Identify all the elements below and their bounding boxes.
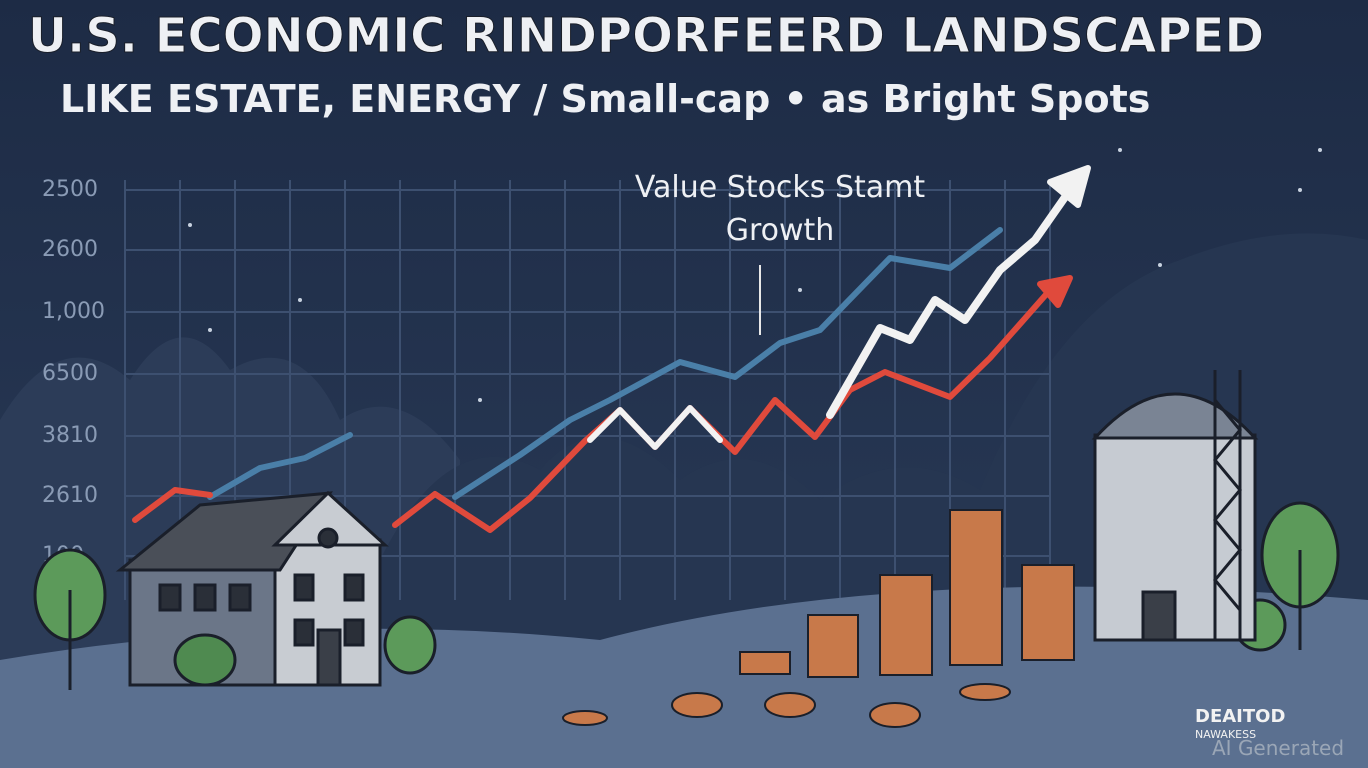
watermark-brand: DEAITOD (1195, 706, 1285, 727)
red-arrowhead (1037, 275, 1073, 308)
white-line (826, 186, 1074, 419)
silo (1091, 370, 1259, 642)
coins (562, 509, 1075, 728)
title: U.S. ECONOMIC RINDPORFEERD LANDSCAPED (28, 8, 1264, 64)
trees (33, 501, 1340, 690)
blue-line-left (207, 432, 353, 500)
axis-label: 2600 (42, 237, 98, 262)
axis-label: 6500 (42, 361, 98, 386)
red-line-left (132, 487, 213, 523)
watermark-brand: NAWAKESS (1195, 728, 1256, 741)
subtitle: LIKE ESTATE, ENERGY / Small-cap • as Bri… (60, 77, 1150, 121)
house (115, 490, 389, 687)
axis-label: 2610 (42, 483, 98, 508)
watermark-note: AI Generated (1212, 736, 1344, 760)
trend-lines (132, 165, 1091, 533)
axis-label: 1,000 (42, 299, 105, 324)
blue-line (452, 227, 1003, 500)
annotation-line: Growth (726, 213, 835, 248)
axis-label: 2500 (42, 177, 98, 202)
axis-label: 3810 (42, 423, 98, 448)
annotation-line: Value Stocks Stamt (635, 170, 926, 205)
white-line-left (587, 405, 723, 450)
white-arrowhead (1047, 165, 1091, 208)
